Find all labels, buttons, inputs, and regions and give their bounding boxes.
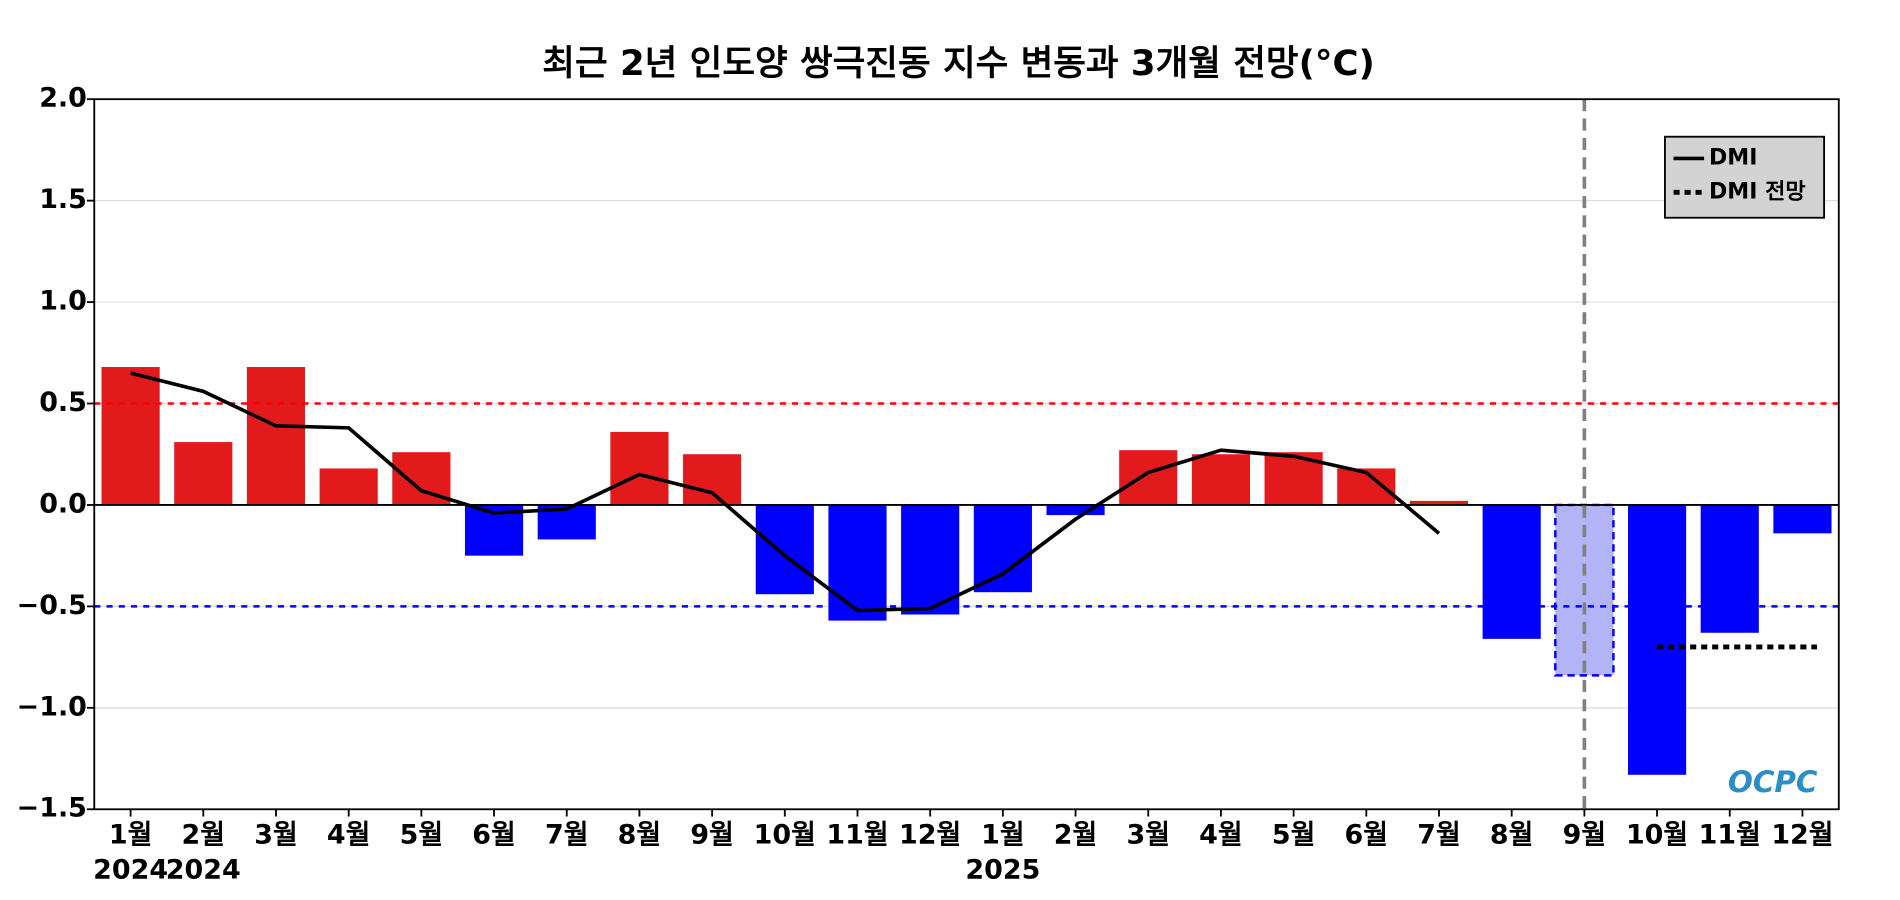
- x-tick-label: 12월: [1771, 819, 1833, 850]
- y-tick-label: 0.5: [39, 387, 87, 418]
- y-tick-label: 1.5: [39, 184, 87, 215]
- bar: [1409, 500, 1469, 505]
- x-tick-label: 3월: [1126, 819, 1170, 850]
- bar: [610, 431, 669, 505]
- x-year-label: 2024: [166, 855, 241, 886]
- y-tick-label: −0.5: [17, 590, 87, 621]
- bar: [973, 504, 1032, 593]
- x-year-label: 2024: [93, 855, 168, 886]
- x-tick-label: 8월: [1490, 819, 1534, 850]
- legend-box: [1664, 135, 1826, 219]
- x-tick-label: 7월: [545, 819, 589, 850]
- bar: [174, 442, 233, 505]
- y-tick-label: −1.0: [17, 691, 87, 722]
- x-tick-label: 5월: [400, 819, 444, 850]
- x-tick-label: 11월: [826, 819, 888, 850]
- bar: [828, 504, 887, 621]
- y-tick-label: 2.0: [39, 83, 87, 114]
- x-year-label: 2025: [965, 855, 1040, 886]
- bar: [1773, 504, 1832, 534]
- x-tick-label: 4월: [327, 819, 371, 850]
- x-tick-label: 2월: [182, 819, 226, 850]
- y-tick-label: 1.0: [39, 286, 87, 317]
- legend-label: DMI: [1709, 146, 1757, 171]
- y-tick-label: 0.0: [39, 489, 87, 520]
- x-tick-label: 4월: [1199, 819, 1243, 850]
- plot-frame: [93, 98, 1840, 811]
- y-tick-label: −1.5: [17, 793, 87, 824]
- bar: [1627, 504, 1687, 775]
- line-series: [130, 371, 1441, 613]
- x-tick-label: 9월: [1563, 819, 1607, 850]
- bar: [1119, 450, 1178, 505]
- x-tick-label: 6월: [472, 819, 516, 850]
- bar: [755, 504, 814, 595]
- bar: [1482, 504, 1541, 639]
- legend-label: DMI 전망: [1709, 179, 1806, 204]
- x-tick-label: 2월: [1054, 819, 1098, 850]
- x-tick-label: 11월: [1699, 819, 1761, 850]
- x-tick-label: 6월: [1345, 819, 1389, 850]
- bar: [683, 454, 742, 505]
- logo: OCPC: [1728, 765, 1818, 799]
- bar: [1700, 504, 1759, 633]
- x-tick-label: 1월: [109, 819, 153, 850]
- x-tick-label: 3월: [254, 819, 298, 850]
- x-tick-label: 9월: [690, 819, 734, 850]
- x-tick-label: 5월: [1272, 819, 1316, 850]
- x-tick-label: 10월: [1626, 819, 1688, 850]
- bar: [101, 366, 160, 505]
- bar: [901, 504, 960, 615]
- bar: [246, 366, 306, 505]
- x-tick-label: 10월: [754, 819, 816, 850]
- bar: [1191, 454, 1251, 505]
- chart-title: 최근 2년 인도양 쌍극진동 지수 변동과 3개월 전망(°C): [542, 43, 1375, 84]
- x-tick-label: 8월: [618, 819, 662, 850]
- x-tick-label: 12월: [899, 819, 961, 850]
- x-tick-label: 1월: [981, 819, 1025, 850]
- x-tick-label: 7월: [1417, 819, 1461, 850]
- bar: [1046, 504, 1105, 516]
- bar: [319, 468, 378, 505]
